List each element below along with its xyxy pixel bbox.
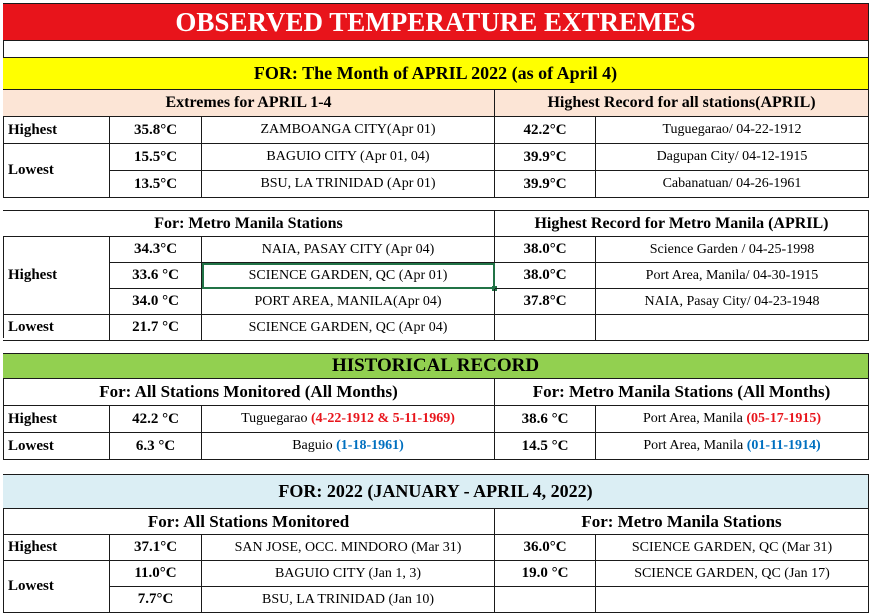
s2-row2-record-value: 38.0°C [495, 263, 596, 289]
gap [3, 198, 870, 210]
hist-row1-mm-value: 38.6 °C [495, 406, 596, 433]
s2-right-header: Highest Record for Metro Manila (APRIL) [495, 210, 869, 237]
hist-row2-station: Baguio (1-18-1961) [202, 433, 495, 460]
year-row1-mm-value: 36.0°C [495, 535, 596, 561]
hist-row1-station-date: (4-22-1912 & 5-11-1969) [311, 411, 455, 426]
year-row2-station: BAGUIO CITY (Jan 1, 3) [202, 561, 495, 587]
historical-header: HISTORICAL RECORD [3, 353, 869, 379]
year-row1-station: SAN JOSE, OCC. MINDORO (Mar 31) [202, 535, 495, 561]
hist-row1-station-name: Tuguegarao [241, 411, 311, 426]
s2-row4-station: SCIENCE GARDEN, QC (Apr 04) [202, 315, 495, 341]
s1-lowest-label: Lowest [3, 144, 110, 198]
s2-row1-value: 34.3°C [110, 237, 202, 263]
hist-row2-mm-station-name: Port Area, Manila [643, 438, 747, 453]
s1-row3-record-value: 39.9°C [495, 171, 596, 198]
year-row2-mm-value: 19.0 °C [495, 561, 596, 587]
s2-row4-record-station [596, 315, 869, 341]
year-row3-mm-station [596, 587, 869, 613]
hist-row1-mm-station: Port Area, Manila (05-17-1915) [596, 406, 869, 433]
s1-right-header: Highest Record for all stations(APRIL) [495, 90, 869, 117]
hist-row2-mm-date: (01-11-1914) [746, 438, 821, 453]
s2-highest-label: Highest [3, 237, 110, 315]
year-row3-value: 7.7°C [110, 587, 202, 613]
s1-row3-record-station: Cabanatuan/ 04-26-1961 [596, 171, 869, 198]
s2-left-header: For: Metro Manila Stations [3, 210, 495, 237]
s2-row1-station: NAIA, PASAY CITY (Apr 04) [202, 237, 495, 263]
hist-row2-value: 6.3 °C [110, 433, 202, 460]
s2-row1-record-station: Science Garden / 04-25-1998 [596, 237, 869, 263]
s2-row2-value: 33.6 °C [110, 263, 202, 289]
s2-lowest-label: Lowest [3, 315, 110, 341]
year-row1-value: 37.1°C [110, 535, 202, 561]
s1-row1-value: 35.8°C [110, 117, 202, 144]
s2-row3-station: PORT AREA, MANILA(Apr 04) [202, 289, 495, 315]
spacer-row [3, 41, 869, 58]
page-title: OBSERVED TEMPERATURE EXTREMES [3, 3, 869, 41]
s1-row2-station: BAGUIO CITY (Apr 01, 04) [202, 144, 495, 171]
s2-row1-record-value: 38.0°C [495, 237, 596, 263]
s1-row2-record-value: 39.9°C [495, 144, 596, 171]
year-left-header: For: All Stations Monitored [3, 509, 495, 535]
s2-row2-record-station: Port Area, Manila/ 04-30-1915 [596, 263, 869, 289]
s1-row1-station: ZAMBOANGA CITY(Apr 01) [202, 117, 495, 144]
hist-row1-station: Tuguegarao (4-22-1912 & 5-11-1969) [202, 406, 495, 433]
hist-row2-label: Lowest [3, 433, 110, 460]
s1-row3-station: BSU, LA TRINIDAD (Apr 01) [202, 171, 495, 198]
s2-row3-record-value: 37.8°C [495, 289, 596, 315]
hist-row1-label: Highest [3, 406, 110, 433]
hist-row2-mm-station: Port Area, Manila (01-11-1914) [596, 433, 869, 460]
hist-right-header: For: Metro Manila Stations (All Months) [495, 379, 869, 406]
s2-row3-record-station: NAIA, Pasay City/ 04-23-1948 [596, 289, 869, 315]
year-header: FOR: 2022 (JANUARY - APRIL 4, 2022) [3, 474, 869, 509]
year-right-header: For: Metro Manila Stations [495, 509, 869, 535]
year-highest-label: Highest [3, 535, 110, 561]
hist-row2-mm-value: 14.5 °C [495, 433, 596, 460]
year-row1-mm-station: SCIENCE GARDEN, QC (Mar 31) [596, 535, 869, 561]
s1-row1-record-station: Tuguegarao/ 04-22-1912 [596, 117, 869, 144]
hist-row1-mm-date: (05-17-1915) [746, 411, 822, 426]
s1-left-header: Extremes for APRIL 1-4 [3, 90, 495, 117]
hist-row2-station-date: (1-18-1961) [336, 438, 404, 453]
period-header: FOR: The Month of APRIL 2022 (as of Apri… [3, 58, 869, 90]
year-lowest-label: Lowest [3, 561, 110, 613]
cell-fill-handle[interactable] [492, 286, 497, 291]
s1-row1-record-value: 42.2°C [495, 117, 596, 144]
year-row3-station: BSU, LA TRINIDAD (Jan 10) [202, 587, 495, 613]
s2-row4-value: 21.7 °C [110, 315, 202, 341]
s1-highest-label: Highest [3, 117, 110, 144]
s2-row2-station-selected-cell[interactable]: SCIENCE GARDEN, QC (Apr 01) [202, 263, 495, 289]
s2-row3-value: 34.0 °C [110, 289, 202, 315]
year-row3-mm-value [495, 587, 596, 613]
s1-row2-record-station: Dagupan City/ 04-12-1915 [596, 144, 869, 171]
hist-left-header: For: All Stations Monitored (All Months) [3, 379, 495, 406]
s1-row2-value: 15.5°C [110, 144, 202, 171]
year-row2-value: 11.0°C [110, 561, 202, 587]
s2-row4-record-value [495, 315, 596, 341]
hist-row1-value: 42.2 °C [110, 406, 202, 433]
hist-row2-station-name: Baguio [292, 438, 337, 453]
s1-row3-value: 13.5°C [110, 171, 202, 198]
year-row2-mm-station: SCIENCE GARDEN, QC (Jan 17) [596, 561, 869, 587]
hist-row1-mm-station-name: Port Area, Manila [642, 411, 747, 426]
